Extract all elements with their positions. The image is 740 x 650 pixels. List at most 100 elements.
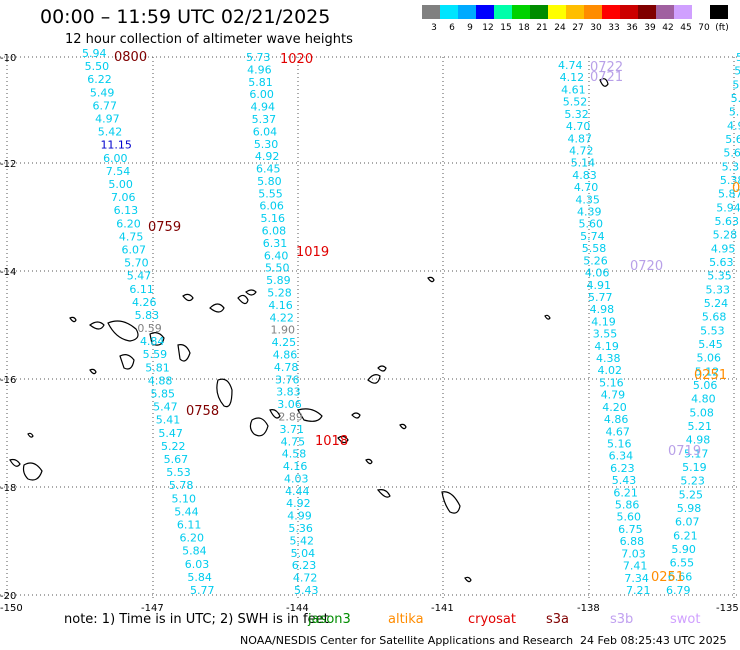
footer-timestamp: 24 Feb 08:25:43 UTC 2025 — [580, 634, 727, 647]
colorbar-swatch — [584, 5, 602, 19]
colorbar-label: 3 — [431, 23, 437, 33]
island-outline — [89, 368, 97, 375]
island-outline — [376, 489, 391, 498]
wave-height-label: 5.67 — [164, 453, 189, 466]
wave-height-label: 3.71 — [279, 423, 304, 436]
colorbar-swatch — [710, 5, 728, 19]
wave-height-label: 5.47 — [158, 427, 183, 440]
colorbar-label: 12 — [482, 23, 494, 33]
wave-height-label: 4.92 — [727, 119, 740, 132]
wave-height-label: 7.03 — [621, 547, 646, 560]
colorbar-label: 24 — [554, 23, 566, 33]
pass-time-label: 0721 — [590, 70, 623, 85]
wave-height-label: 4.75 — [119, 230, 144, 243]
island-outline — [464, 576, 472, 583]
colorbar-label: 15 — [500, 23, 512, 33]
wave-height-label: 6.06 — [259, 200, 284, 213]
wave-height-label: 5.63 — [714, 215, 739, 228]
wave-height-label: 5.24 — [704, 297, 729, 310]
wave-height-label: 6.07 — [122, 243, 147, 256]
wave-height-label: 6.00 — [103, 152, 128, 165]
wave-height-label: 5.98 — [677, 502, 702, 515]
wave-height-label: 5.85 — [150, 388, 175, 401]
wave-height-label: 5.21 — [688, 420, 713, 433]
pass-time-label: 0719 — [668, 444, 701, 459]
island-outline — [427, 276, 435, 283]
colorbar-label: 21 — [536, 23, 548, 33]
wave-height-label: 6.45 — [256, 163, 281, 176]
lon-tick-label: -135 — [716, 603, 739, 614]
axis-tick-labels: -10 -12 -14 -16 -18 -20-150 -147 -144 -141 -138 -1… — [0, 53, 739, 614]
colorbar-label: 45 — [680, 23, 692, 33]
wave-height-label: 6.00 — [249, 88, 273, 101]
wave-height-label: 5.22 — [161, 440, 186, 453]
wave-height-label: 6.23 — [292, 559, 317, 572]
wave-height-label: 6.03 — [185, 558, 210, 571]
island-outline — [351, 412, 361, 419]
wave-height-label: 4.16 — [283, 460, 308, 473]
wave-height-label: 5.37 — [252, 113, 277, 126]
chart-subtitle: 12 hour collection of altimeter wave hei… — [65, 32, 353, 47]
wave-height-label: 5.16 — [261, 212, 286, 225]
colorbar-swatch — [620, 5, 638, 19]
wave-height-label: 6.11 — [129, 283, 154, 296]
wave-height-label: 5.53 — [166, 466, 191, 479]
wave-height-label: 4.74 — [558, 59, 583, 72]
wave-height-label: 6.79 — [666, 584, 691, 597]
wave-height-label: 4.97 — [95, 112, 120, 125]
wave-height-label: 5.04 — [291, 547, 316, 560]
grid-lines — [0, 56, 740, 600]
wave-height-label: 4.75 — [281, 435, 306, 448]
wave-height-label: 5.77 — [588, 291, 613, 304]
wave-height-label: 5.45 — [698, 338, 723, 351]
lat-tick-label: -18 — [0, 483, 16, 494]
wave-height-label: 5.80 — [257, 175, 282, 188]
chart-title: 00:00 – 11:59 UTC 02/21/2025 — [40, 6, 331, 28]
wave-height-label: 5.23 — [680, 475, 705, 488]
colorbar-label: 6 — [449, 23, 455, 33]
wave-height-label: 5.17 — [684, 447, 709, 460]
island-outline — [119, 354, 135, 370]
wave-height-label: 5.43 — [294, 584, 319, 597]
legend-item-jason3: jason3 — [308, 612, 351, 627]
colorbar-swatch — [458, 5, 476, 19]
colorbar-swatch — [602, 5, 620, 19]
wave-height-label: 6.66 — [668, 570, 693, 583]
wave-height-label: 5.38 — [720, 174, 740, 187]
wave-height-label: 5.83 — [135, 309, 160, 322]
pass-time-label: 1020 — [280, 52, 313, 67]
colorbar-swatch — [512, 5, 530, 19]
wave-height-label: 11.15 — [100, 139, 132, 152]
island-outline — [209, 303, 225, 313]
wave-height-label: 5.06 — [693, 379, 718, 392]
lat-tick-label: -16 — [0, 375, 16, 386]
wave-height-label: 5.70 — [124, 257, 148, 270]
wave-height-label: 5.78 — [169, 479, 194, 492]
wave-height-label: 4.35 — [575, 193, 600, 206]
wave-height-label: 4.98 — [686, 434, 711, 447]
pass-time-label: 0759 — [148, 220, 181, 235]
pass-time-label: 0251 — [694, 368, 727, 383]
wave-height-label: 5.49 — [90, 86, 115, 99]
wave-height-label: 4.87 — [567, 132, 592, 145]
island-outline — [441, 491, 461, 514]
wave-height-label: 5.94 — [82, 47, 107, 60]
wave-height-label: 3.06 — [277, 398, 302, 411]
colorbar-label: 33 — [608, 23, 620, 33]
wave-height-label: 3.55 — [593, 328, 618, 341]
island-outline — [177, 344, 191, 362]
wave-height-label: 5.28 — [267, 287, 292, 300]
wave-height-label: 5.4 — [734, 65, 740, 78]
lon-tick-label: -147 — [141, 603, 164, 614]
wave-height-label: 5.86 — [615, 499, 640, 512]
wave-height-label: 6.23 — [610, 462, 635, 475]
wave-height-label: 5.28 — [713, 229, 738, 242]
wave-height-label: 4.84 — [140, 335, 165, 348]
wave-height-label: 5.53 — [700, 324, 725, 337]
wave-height-label: 4.70 — [574, 181, 599, 194]
wave-height-label: 4.70 — [566, 120, 591, 133]
pass-time-label: 1018 — [315, 434, 348, 449]
wave-height-label: 5.81 — [248, 76, 272, 89]
